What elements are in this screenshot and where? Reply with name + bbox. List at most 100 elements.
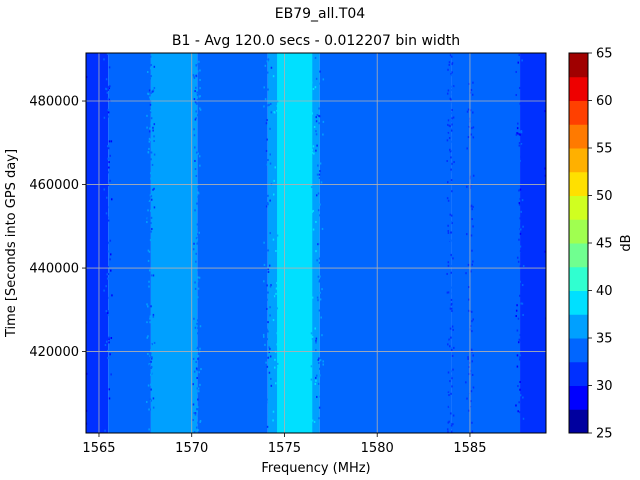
heatmap-speckle-dot [153,187,155,190]
heatmap-speckle-dot [451,54,453,57]
heatmap-speckle-dot [149,366,151,369]
colorbar-segment [569,290,588,315]
heatmap-speckle-dot [196,93,199,96]
heatmap-speckle-dot [273,179,275,182]
heatmap-speckle-dot [265,254,268,257]
heatmap-speckle-dot [544,104,546,107]
heatmap-speckle-dot [107,157,109,160]
heatmap-speckle-dot [453,409,456,412]
heatmap-speckle-dot [316,173,319,176]
heatmap-speckle-dot [150,122,152,125]
heatmap-speckle-dot [516,329,519,332]
heatmap-speckle-dot [267,270,270,273]
colorbar-tick-label: 60 [596,94,613,109]
colorbar-tick-label: 40 [596,284,613,299]
heatmap-speckle-dot [106,312,109,315]
heatmap-speckle-dot [448,383,450,386]
heatmap-speckle-dot [465,57,467,60]
heatmap-speckle-dot [195,86,197,89]
heatmap-speckle-dot [199,148,202,151]
heatmap-speckle-dot [451,325,454,328]
heatmap-speckle-dot [468,303,471,306]
heatmap-speckle-dot [447,376,449,379]
heatmap-speckle-dot [148,285,150,288]
heatmap-speckle-dot [150,75,152,78]
heatmap-speckle-dot [266,307,268,310]
heatmap-speckle-dot [149,321,151,324]
heatmap-speckle-dot [198,281,200,284]
heatmap-speckle-dot [318,107,320,110]
heatmap-speckle-dot [268,264,271,267]
heatmap-speckle-dot [471,263,473,266]
heatmap-speckle-dot [195,64,198,67]
heatmap-speckle-dot [153,86,156,89]
heatmap-speckle-dot [149,96,151,99]
heatmap-speckle-dot [149,127,151,130]
heatmap-speckle-dot [199,87,201,90]
heatmap-speckle-dot [150,117,153,120]
heatmap-speckle-dot [86,372,88,375]
colorbar-segment [569,171,588,196]
heatmap-speckle-dot [472,302,474,305]
heatmap-speckle-dot [519,245,522,248]
heatmap-speckle-dot [263,162,265,165]
heatmap-speckle-dot [470,178,473,181]
heatmap-speckle-dot [311,336,314,339]
heatmap-speckle-dot [109,154,111,157]
heatmap-speckle-dot [263,252,265,255]
heatmap-speckle-dot [267,330,269,333]
heatmap-speckle-dot [448,420,450,423]
heatmap-speckle-dot [267,268,270,271]
heatmap-speckle-dot [313,420,316,423]
heatmap-speckle-dot [103,116,106,119]
heatmap-band [197,53,268,433]
heatmap-speckle-dot [446,197,449,200]
heatmap-speckle-dot [196,406,199,409]
heatmap-speckle-dot [86,84,88,87]
heatmap-speckle-dot [466,271,469,274]
heatmap-speckle-dot [449,125,451,128]
heatmap-speckle-dot [266,338,269,341]
heatmap-speckle-dot [470,310,473,313]
heatmap-speckle-dot [147,141,149,144]
heatmap-speckle-dot [522,268,525,271]
heatmap-speckle-dot [198,75,201,78]
heatmap-speckle-dot [320,228,323,231]
heatmap-speckle-dot [194,118,197,121]
heatmap-speckle-dot [267,58,270,61]
colorbar-tick-label: 30 [596,379,613,394]
heatmap-speckle-dot [320,181,323,184]
heatmap-speckle-dot [515,309,518,312]
heatmap-speckle-dot [449,306,451,309]
heatmap-speckle-dot [317,162,320,165]
heatmap-speckle-dot [263,121,266,124]
heatmap-speckle-dot [273,122,275,125]
heatmap-speckle-dot [446,428,449,431]
heatmap-speckle-dot [446,160,448,163]
heatmap-speckle-dot [447,430,449,433]
heatmap-speckle-dot [450,286,453,289]
colorbar-tick-label: 45 [596,237,613,252]
heatmap-speckle [86,53,546,433]
heatmap-speckle-dot [195,102,198,105]
heatmap-speckle-dot [471,127,473,130]
heatmap-speckle-dot [195,195,198,198]
heatmap-speckle-dot [150,366,153,369]
heatmap-speckle-dot [315,379,317,382]
colorbar-segment [569,266,588,291]
heatmap-speckle-dot [104,265,107,268]
heatmap-speckle-dot [449,422,452,425]
heatmap-speckle-dot [515,94,518,97]
heatmap-speckle-dot [470,270,472,273]
heatmap-speckle-dot [449,54,452,57]
heatmap-speckle-dot [449,375,452,378]
heatmap-speckle-dot [264,131,266,134]
heatmap-speckle-dot [109,239,112,242]
heatmap-speckle-dot [198,238,200,241]
heatmap-speckle-dot [466,129,469,132]
heatmap-speckle-dot [466,110,469,113]
heatmap-speckle-dot [466,216,469,219]
heatmap-speckle-dot [152,126,154,129]
heatmap-speckle-dot [318,173,321,176]
heatmap-speckle-dot [195,346,197,349]
